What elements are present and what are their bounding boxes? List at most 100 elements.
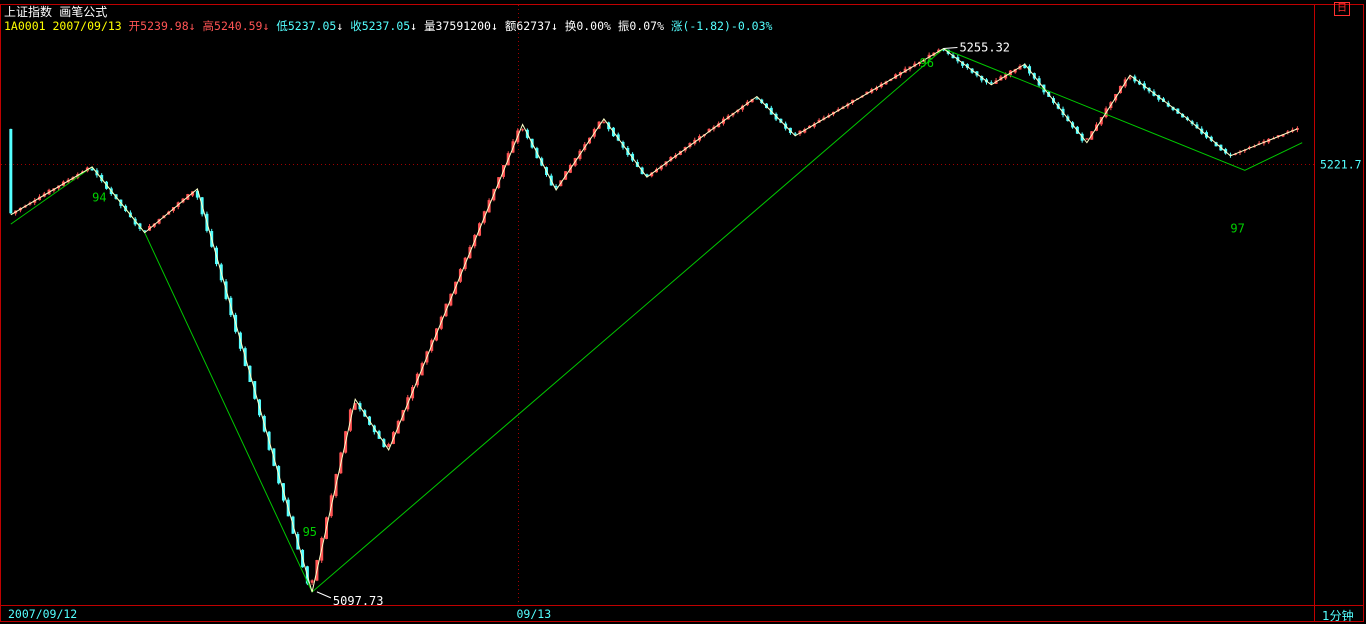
candle-body <box>9 128 13 214</box>
volume-label: 量 <box>424 19 436 33</box>
candle-down <box>1214 141 1218 147</box>
candle-up <box>602 120 606 124</box>
turnover-value: 0.00% <box>576 19 611 33</box>
turnover-label: 换 <box>564 19 577 33</box>
amount-value: 62737 <box>516 19 551 33</box>
candle-body <box>750 99 754 103</box>
close-value: 5237.05 <box>361 19 411 33</box>
candle-body <box>1233 153 1237 155</box>
volume-arrow: ↓ <box>490 19 498 33</box>
candle-body <box>1013 69 1017 73</box>
candle-up <box>353 402 357 411</box>
period-selector[interactable]: 1分钟 <box>1322 609 1354 623</box>
segment-number-label: 94 <box>92 190 106 204</box>
candle-up <box>387 442 391 448</box>
candle-body <box>554 186 558 188</box>
candle-up <box>1128 75 1132 81</box>
candle-body <box>707 128 711 133</box>
candle-body <box>310 580 314 583</box>
candle-body <box>1228 154 1232 156</box>
candle-up <box>741 104 745 112</box>
candle-body <box>951 54 955 59</box>
candle-down <box>100 173 104 183</box>
candle-down <box>143 230 147 232</box>
candle-body <box>650 172 654 177</box>
candle-body <box>1128 77 1132 79</box>
candle-down <box>554 184 558 190</box>
candle-body <box>71 177 75 181</box>
candle-body <box>387 444 391 447</box>
title-row: 上证指数 画笔公式 <box>4 3 107 20</box>
candle-up <box>521 128 525 132</box>
open-label: 开 <box>128 19 141 33</box>
candle-up <box>650 171 654 178</box>
high-value: 5240.59 <box>214 19 263 33</box>
candle-body <box>851 99 855 103</box>
candle-body <box>989 82 993 84</box>
x-axis-label-day: 09/13 <box>516 607 552 621</box>
segment-number-label: 96 <box>920 56 934 70</box>
stroke-lines <box>10 47 1298 593</box>
candle-body <box>133 218 137 225</box>
low-value: 5237.05 <box>287 19 337 33</box>
chart-frame <box>0 4 1364 622</box>
candle-down <box>989 80 993 85</box>
candle-body <box>669 156 673 161</box>
open-arrow: ↓ <box>188 19 196 33</box>
formula-name[interactable]: 画笔公式 <box>59 5 108 19</box>
candle-down <box>941 49 945 52</box>
candle-body <box>812 123 816 127</box>
candle-body <box>1023 64 1027 69</box>
x-axis-label-start: 2007/09/12 <box>8 607 78 621</box>
segment-number-label: 95 <box>303 525 317 539</box>
candle-down <box>980 75 984 83</box>
restore-window-icon[interactable]: 日 <box>1334 2 1350 16</box>
stroke-line <box>10 47 1298 593</box>
candle-body <box>100 174 104 182</box>
low-extreme-label: 5097.73 <box>333 594 384 608</box>
close-arrow: ↓ <box>410 19 418 33</box>
amplitude-value: 0.07% <box>629 19 664 33</box>
amount-label: 额 <box>504 19 517 33</box>
candle-body <box>1171 106 1175 110</box>
candle-body <box>1252 146 1256 148</box>
candle-body <box>865 91 869 95</box>
candle-down <box>9 128 13 214</box>
change-value: (-1.82)-0.03% <box>682 19 773 33</box>
candle-body <box>741 105 745 110</box>
amplitude-label: 振 <box>617 19 630 33</box>
high-label: 高 <box>202 19 215 33</box>
candle-body <box>33 200 37 203</box>
chart-grid <box>1 5 1314 605</box>
amount-arrow: ↓ <box>550 19 558 33</box>
quote-date: 2007/09/13 <box>52 19 122 33</box>
change-label: 涨 <box>670 19 683 33</box>
extreme-label-leader <box>943 47 958 50</box>
candle-up <box>310 579 314 586</box>
chart-labels: 94 95 96 97 5255.32 5097.73 5221.7 <box>92 41 1361 608</box>
candle-body <box>602 122 606 124</box>
candle-up <box>1085 138 1089 140</box>
candle-body <box>90 168 94 171</box>
candle-body <box>521 129 525 131</box>
high-arrow: ↓ <box>262 19 270 33</box>
candle-down <box>195 189 199 200</box>
candle-body <box>980 76 984 81</box>
candle-up <box>812 122 816 129</box>
last-price-label: 5221.7 <box>1320 158 1362 172</box>
candle-body <box>659 165 663 170</box>
segment-number-label: 97 <box>1230 221 1244 235</box>
candle-body <box>1018 65 1022 70</box>
candle-body <box>353 403 357 410</box>
candle-body <box>798 130 802 135</box>
high-extreme-label: 5255.32 <box>959 41 1010 55</box>
candle-body <box>1248 146 1252 149</box>
candle-body <box>875 87 878 90</box>
candle-body <box>645 174 649 176</box>
candle-body <box>1085 138 1089 140</box>
close-label: 收 <box>350 19 362 33</box>
candle-body <box>1286 131 1290 133</box>
extreme-label-leader <box>316 591 332 599</box>
candle-body <box>1214 142 1218 147</box>
